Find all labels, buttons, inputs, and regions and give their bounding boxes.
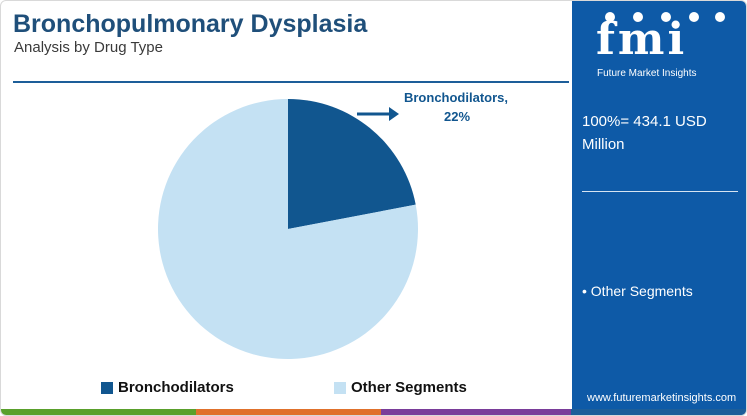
logo-icons: [605, 12, 725, 22]
page-subtitle: Analysis by Drug Type: [14, 39, 163, 56]
legend-label-other-segments: Other Segments: [351, 379, 467, 396]
legend-swatch-other-segments: [334, 381, 346, 394]
annotation-label-line1: Bronchodilators,: [404, 90, 508, 105]
title-divider: [13, 81, 569, 83]
legend-item-bronchodilators: Bronchodilators: [101, 379, 234, 396]
legend-item-other-segments: Other Segments: [334, 379, 467, 396]
pie-chart: Bronchodilators, 22%: [158, 90, 508, 359]
accent-bar-purple: [381, 409, 571, 415]
total-value-label: 100%= 434.1 USD Million: [582, 113, 707, 153]
logo-tagline: Future Market Insights: [597, 68, 697, 79]
sidebar-bullet-item: • Other Segments: [582, 283, 693, 299]
accent-bar-blue: [571, 409, 746, 415]
accent-bar-green: [1, 409, 196, 415]
pie-slice-bronchodilators: [288, 99, 416, 229]
annotation-label-line2: 22%: [444, 109, 470, 124]
accent-bar: [1, 409, 746, 415]
chart-legend: Bronchodilators Other Segments: [1, 379, 571, 399]
legend-swatch-bronchodilators: [101, 381, 113, 394]
pie-slice-other-segments: [158, 99, 419, 359]
website-link[interactable]: www.futuremarketinsights.com: [587, 392, 737, 404]
fmi-logo: fmi: [596, 14, 688, 65]
annotation-arrowhead: [389, 107, 399, 121]
accent-bar-orange: [196, 409, 381, 415]
legend-label-bronchodilators: Bronchodilators: [118, 379, 234, 396]
sidebar-divider: [582, 191, 738, 192]
sidebar-panel: fmi Future Market Insights 100%= 434.1 U…: [572, 1, 746, 415]
page-title: Bronchopulmonary Dysplasia: [13, 10, 368, 38]
